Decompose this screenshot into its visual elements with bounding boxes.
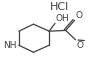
Text: HCl: HCl bbox=[50, 2, 69, 12]
Text: O: O bbox=[77, 41, 84, 50]
Text: O: O bbox=[76, 11, 83, 20]
Text: NH: NH bbox=[3, 41, 17, 50]
Text: OH: OH bbox=[56, 14, 70, 23]
